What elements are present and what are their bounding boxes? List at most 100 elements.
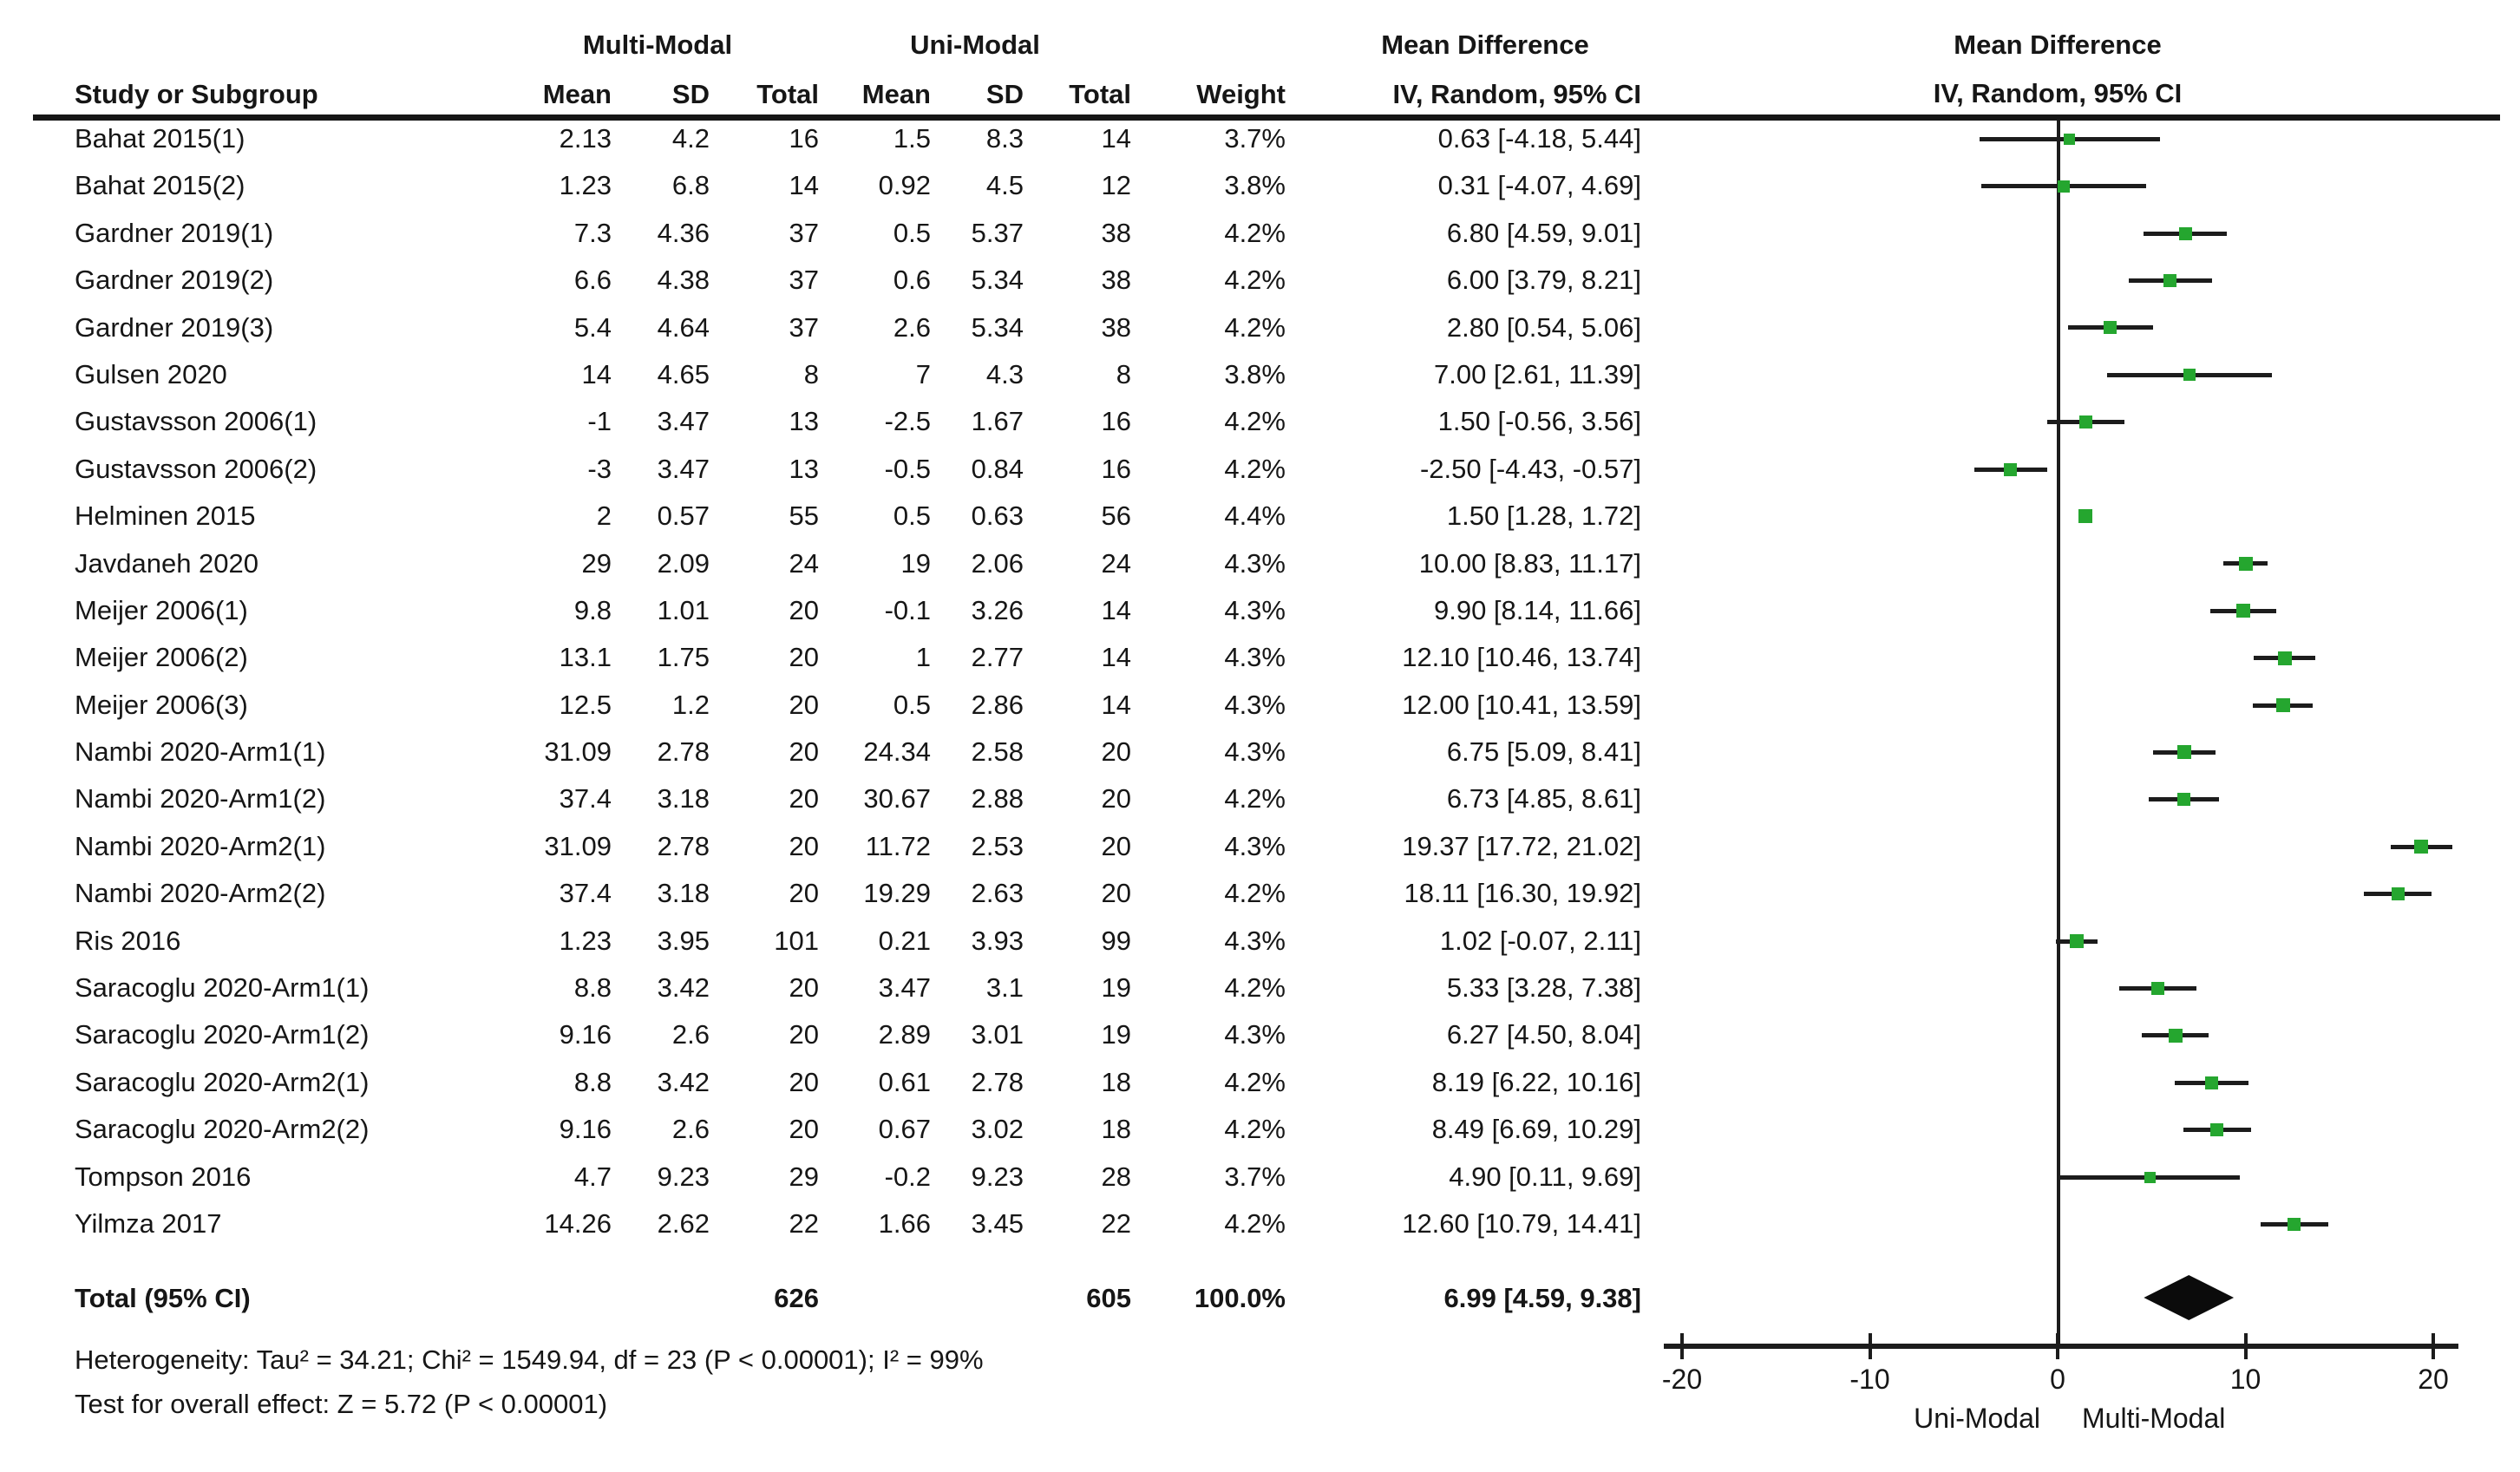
axis-tick-label: -20 [1661,1364,1703,1395]
weight: 4.3% [1224,1019,1286,1050]
um-total: 20 [1101,878,1131,909]
column-header-mm-sd: SD [671,79,710,109]
um-mean: 0.67 [878,1114,931,1145]
plot-header-method: IV, Random, 95% CI [1933,78,2183,108]
axis-tick [2243,1333,2248,1359]
um-sd: 5.34 [971,311,1024,343]
ci-text: 7.00 [2.61, 11.39] [1433,358,1641,389]
um-total: 28 [1101,1161,1131,1192]
um-mean: 30.67 [863,783,931,815]
study-name: Javdaneh 2020 [75,547,259,579]
mm-sd: 2.78 [657,736,710,768]
mm-total: 13 [789,453,819,484]
um-sd: 3.01 [971,1019,1024,1050]
um-total: 20 [1101,830,1131,861]
mm-total: 29 [789,1161,819,1192]
ci-text: 2.80 [0.54, 5.06] [1446,311,1641,343]
column-header-mean-difference: Mean Difference [1381,29,1589,60]
column-header-mm-mean: Mean [542,79,612,109]
um-sd: 3.45 [971,1207,1024,1239]
um-sd: 2.58 [971,736,1024,768]
um-sd: 8.3 [985,123,1024,154]
um-mean: 19 [900,547,931,579]
ci-text: 12.60 [10.79, 14.41] [1402,1207,1641,1239]
weight: 4.2% [1224,1207,1286,1239]
effect-estimate-square [2104,321,2117,335]
mm-sd: 1.01 [657,594,710,625]
axis-tick-label: 0 [2050,1364,2065,1395]
study-name: Nambi 2020-Arm1(1) [75,736,326,768]
mm-mean: 1.23 [559,925,612,956]
effect-estimate-square [2078,509,2093,524]
group-header-multi-modal: Multi-Modal [582,29,733,60]
ci-text: -2.50 [-4.43, -0.57] [1419,453,1641,484]
weight: 4.3% [1224,736,1286,768]
study-name: Meijer 2006(1) [75,594,248,625]
total-ci: 6.99 [4.59, 9.38] [1443,1283,1642,1313]
heterogeneity-note: Heterogeneity: Tau² = 34.21; Chi² = 1549… [75,1344,984,1375]
effect-estimate-square [2277,651,2292,665]
mm-total: 37 [789,311,819,343]
um-total: 14 [1101,642,1131,673]
axis-tick [2056,1333,2059,1359]
weight: 3.8% [1224,170,1286,201]
effect-estimate-square [2064,133,2076,145]
mm-sd: 4.36 [657,217,710,248]
study-name: Gardner 2019(1) [75,217,274,248]
um-total: 20 [1101,783,1131,815]
ci-text: 0.31 [-4.07, 4.69] [1437,170,1641,201]
mm-mean: 31.09 [544,736,612,768]
effect-estimate-square [2204,1076,2218,1089]
ci-text: 12.10 [10.46, 13.74] [1402,642,1641,673]
ci-text: 1.50 [1.28, 1.72] [1446,500,1641,532]
um-mean: 0.21 [878,925,931,956]
um-sd: 5.37 [971,217,1024,248]
um-sd: 9.23 [971,1161,1024,1192]
mm-mean: -1 [587,406,612,437]
um-total: 14 [1101,594,1131,625]
study-name: Bahat 2015(1) [75,123,245,154]
column-header-weight: Weight [1196,79,1286,109]
mm-sd: 3.42 [657,1066,710,1097]
study-rows: Bahat 2015(1) 2.13 4.2 16 1.5 8.3 14 3.7% 0.63 [… [0,115,1641,1247]
column-header-study: Study or Subgroup [75,79,318,109]
ci-text: 9.90 [8.14, 11.66] [1433,594,1641,625]
mm-mean: 13.1 [559,642,612,673]
total-weight: 100.0% [1194,1283,1286,1313]
um-mean: 2.6 [893,311,931,343]
um-sd: 5.34 [971,265,1024,296]
study-name: Nambi 2020-Arm2(2) [75,878,326,909]
mm-mean: 2.13 [559,123,612,154]
um-mean: -0.2 [884,1161,931,1192]
overall-effect-note: Test for overall effect: Z = 5.72 (P < 0… [75,1389,608,1419]
zero-reference-line [2057,121,2060,1346]
um-total: 19 [1101,1019,1131,1050]
um-sd: 2.53 [971,830,1024,861]
um-sd: 0.84 [971,453,1024,484]
effect-estimate-square [2414,840,2429,854]
um-mean: 0.5 [893,500,931,532]
weight: 4.2% [1224,217,1286,248]
table-header-row: Study or Subgroup Mean SD Total Mean SD … [0,75,1641,114]
um-total: 16 [1101,453,1131,484]
axis-tick-label: -10 [1849,1364,1890,1395]
um-total: 38 [1101,265,1131,296]
weight: 4.2% [1224,406,1286,437]
column-header-um-mean: Mean [861,79,931,109]
effect-estimate-square [2163,273,2177,287]
ci-text: 19.37 [17.72, 21.02] [1402,830,1641,861]
column-header-mm-total: Total [756,79,819,109]
um-total: 20 [1101,736,1131,768]
um-total: 19 [1101,972,1131,1004]
total-row: Total (95% CI) 626 605 100.0% 6.99 [4.59… [0,1275,1641,1322]
weight: 4.2% [1224,311,1286,343]
mm-total: 22 [789,1207,819,1239]
mm-total: 13 [789,406,819,437]
mm-total: 16 [789,123,819,154]
ci-text: 18.11 [16.30, 19.92] [1404,878,1642,909]
mm-sd: 4.64 [657,311,710,343]
ci-text: 6.73 [4.85, 8.61] [1446,783,1641,815]
mm-sd: 6.8 [671,170,710,201]
ci-text: 12.00 [10.41, 13.59] [1402,689,1641,720]
mm-mean: 37.4 [559,783,612,815]
